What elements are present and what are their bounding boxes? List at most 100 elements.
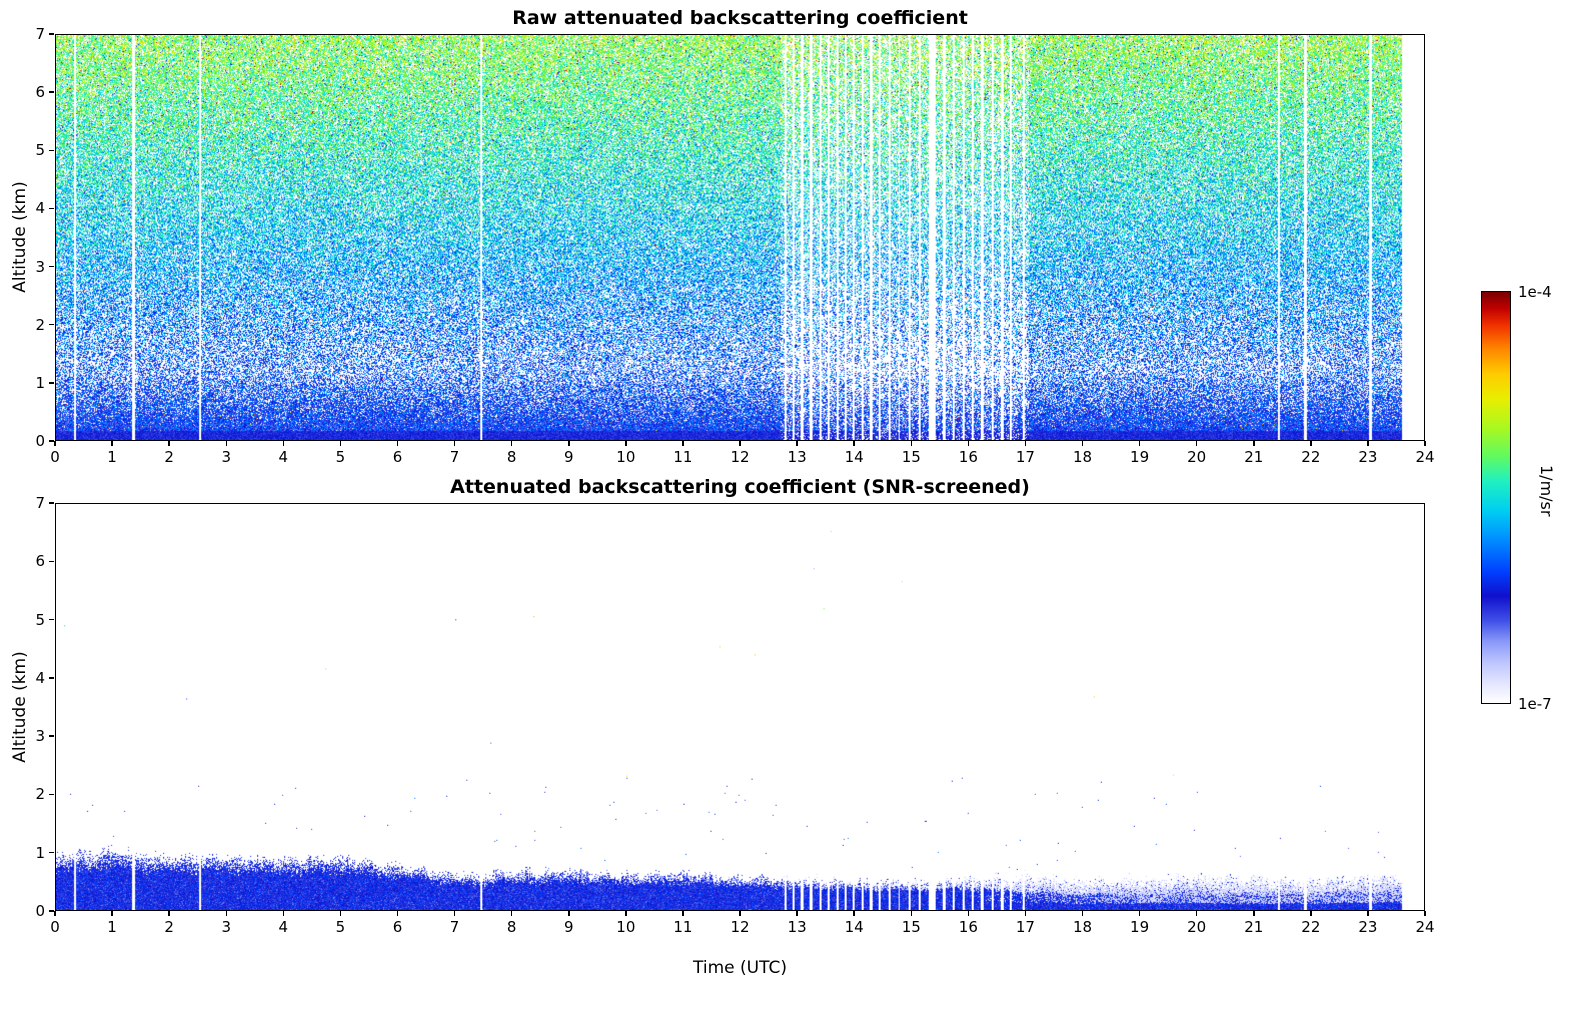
x-tick-mark	[396, 911, 399, 916]
x-tick-mark	[339, 441, 342, 446]
x-tick-label: 6	[392, 918, 403, 936]
x-tick-mark	[453, 441, 456, 446]
y-tick-label: 5	[35, 610, 45, 629]
y-tick-label: 1	[35, 373, 45, 392]
x-tick-label: 13	[787, 918, 807, 936]
x-tick-mark	[1024, 441, 1027, 446]
x-tick-mark	[796, 911, 798, 916]
x-tick-label: 14	[844, 918, 864, 936]
x-tick-mark	[1024, 911, 1027, 916]
x-tick-label: 11	[673, 918, 693, 936]
y-tick-mark	[49, 265, 54, 268]
x-tick-label: 21	[1244, 448, 1264, 466]
x-tick-mark	[967, 911, 970, 916]
y-tick-label: 7	[35, 25, 45, 43]
x-tick-mark	[625, 441, 627, 446]
colorbar-units-label: 1/m/sr	[1537, 465, 1556, 517]
x-tick-mark	[853, 441, 855, 446]
x-tick-mark	[1424, 911, 1426, 916]
x-tick-mark	[1310, 911, 1312, 916]
x-tick-label: 11	[673, 448, 693, 466]
x-tick-mark	[739, 911, 741, 916]
x-tick-label: 5	[335, 448, 346, 466]
y-tick-mark	[49, 149, 54, 152]
x-tick-label: 5	[335, 918, 346, 936]
x-tick-label: 12	[730, 918, 750, 936]
y-tick-mark	[49, 793, 54, 796]
y-tick-mark	[49, 618, 54, 621]
x-tick-mark	[1195, 441, 1198, 446]
raw-heatmap-plot	[55, 34, 1425, 441]
x-tick-label: 1	[107, 448, 117, 466]
x-tick-label: 8	[506, 918, 517, 936]
x-tick-label: 20	[1187, 448, 1207, 466]
x-tick-mark	[910, 911, 912, 916]
y-tick-label: 0	[35, 902, 45, 920]
x-tick-label: 4	[278, 448, 289, 466]
y-tick-mark	[49, 910, 54, 912]
x-tick-label: 23	[1358, 918, 1378, 936]
y-tick-label: 4	[35, 199, 45, 218]
x-tick-label: 3	[221, 448, 232, 466]
x-tick-mark	[282, 441, 285, 446]
x-tick-mark	[510, 441, 513, 446]
x-tick-label: 10	[616, 448, 636, 466]
x-tick-mark	[1138, 441, 1141, 446]
x-tick-mark	[910, 441, 912, 446]
x-tick-label: 22	[1301, 448, 1321, 466]
x-tick-label: 8	[506, 448, 517, 466]
x-tick-label: 19	[1130, 448, 1150, 466]
y-tick-mark	[49, 440, 54, 442]
x-tick-label: 6	[392, 448, 403, 466]
x-tick-mark	[282, 911, 285, 916]
x-tick-mark	[568, 911, 570, 916]
x-tick-label: 16	[958, 448, 978, 466]
colorbar-min-label: 1e-7	[1518, 695, 1552, 713]
x-tick-mark	[1081, 911, 1084, 916]
x-tick-mark	[54, 441, 56, 446]
x-tick-label: 24	[1415, 448, 1435, 466]
x-tick-mark	[568, 441, 570, 446]
screened-panel-title: Attenuated backscattering coefficient (S…	[450, 476, 1030, 498]
x-tick-label: 10	[616, 918, 636, 936]
x-tick-label: 2	[164, 448, 174, 466]
x-tick-mark	[396, 441, 399, 446]
x-tick-label: 18	[1072, 918, 1093, 936]
x-tick-mark	[967, 441, 970, 446]
x-tick-mark	[168, 441, 170, 446]
x-tick-label: 17	[1015, 448, 1035, 466]
y-tick-mark	[49, 677, 54, 679]
x-tick-mark	[853, 911, 855, 916]
y-tick-label: 6	[35, 83, 45, 102]
x-tick-mark	[453, 911, 456, 916]
x-tick-mark	[682, 441, 684, 446]
x-tick-label: 9	[563, 448, 574, 466]
y-tick-label: 7	[35, 494, 45, 512]
x-tick-label: 18	[1072, 448, 1093, 466]
y-tick-label: 6	[35, 552, 45, 571]
screened-heatmap-canvas	[56, 504, 1424, 910]
x-tick-mark	[1195, 911, 1198, 916]
x-tick-mark	[225, 441, 227, 446]
x-tick-mark	[682, 911, 684, 916]
x-tick-label: 14	[844, 448, 864, 466]
x-tick-mark	[1081, 441, 1084, 446]
x-tick-mark	[510, 911, 513, 916]
y-tick-mark	[49, 502, 54, 504]
screened-heatmap-plot	[55, 503, 1425, 911]
raw-heatmap-canvas	[56, 35, 1424, 440]
y-tick-label: 1	[35, 843, 45, 862]
x-tick-label: 17	[1015, 918, 1035, 936]
x-tick-mark	[1138, 911, 1141, 916]
x-tick-mark	[1367, 911, 1369, 916]
y-tick-mark	[49, 33, 54, 35]
x-tick-label: 22	[1301, 918, 1321, 936]
y-tick-mark	[49, 323, 54, 326]
x-tick-label: 2	[164, 918, 174, 936]
x-tick-mark	[1367, 441, 1369, 446]
y-tick-mark	[49, 382, 54, 384]
y-tick-mark	[49, 560, 54, 563]
x-tick-mark	[1253, 911, 1255, 916]
colorbar-gradient	[1482, 292, 1510, 703]
